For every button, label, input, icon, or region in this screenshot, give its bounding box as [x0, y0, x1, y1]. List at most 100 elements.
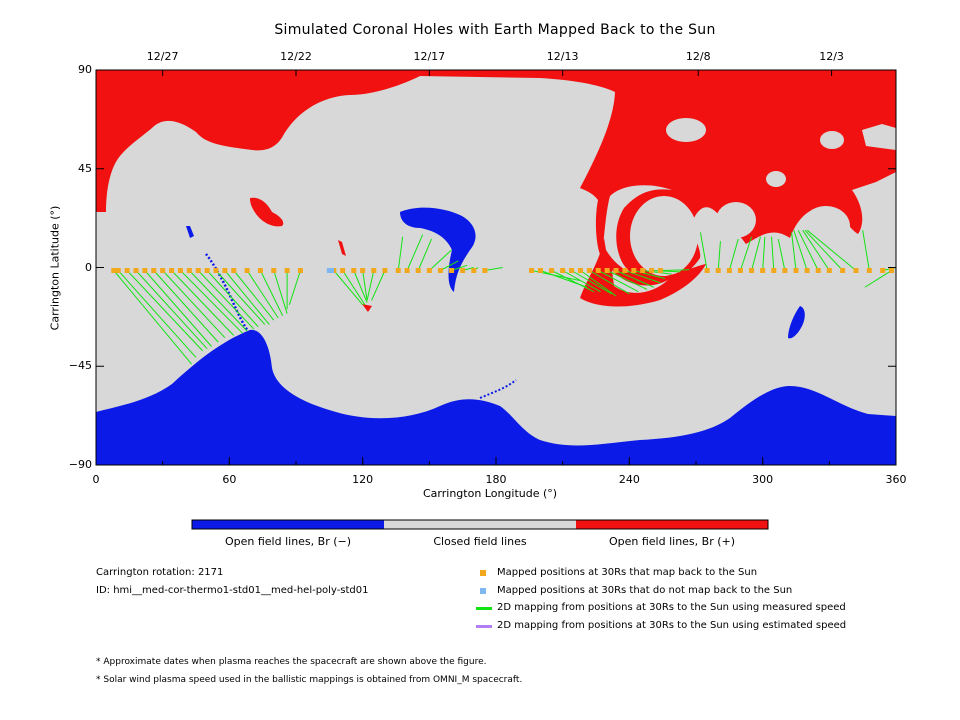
mapping-line [188, 270, 248, 332]
mapped-position-point [271, 268, 277, 273]
x-axis-label: Carrington Longitude (°) [423, 487, 558, 500]
negative-patch [788, 306, 805, 339]
positive-patch [338, 240, 346, 256]
negative-equatorial-hole [400, 207, 476, 292]
mapped-position-point [415, 268, 421, 273]
positive-patch [362, 304, 372, 312]
footnote-dates: * Approximate dates when plasma reaches … [96, 657, 487, 667]
mapping-line [428, 249, 452, 271]
colorbar-label-closed: Closed field lines [433, 535, 527, 548]
mapping-line [259, 270, 284, 316]
date-label: 12/27 [146, 50, 179, 63]
measured-line-key [476, 607, 492, 610]
mapped-position-point [760, 268, 766, 273]
mapped-position-point [826, 268, 832, 273]
mapping-line [642, 270, 672, 275]
x-tick-label: 180 [485, 473, 507, 486]
mapping-line [651, 270, 681, 273]
mapped-position-point [133, 268, 139, 273]
carrington-rotation: Carrington rotation: 2171 [96, 567, 224, 578]
date-label: 12/8 [685, 50, 711, 63]
date-label: 12/22 [280, 50, 312, 63]
mapped-position-point [569, 268, 575, 273]
mapping-line [353, 270, 368, 303]
mapped-position-point [437, 268, 443, 273]
mapping-line [273, 270, 288, 314]
mapped-position-point [549, 268, 555, 273]
mapping-line [215, 270, 266, 325]
mapped-position-point [371, 268, 377, 273]
mapped-position-point [382, 268, 388, 273]
colorbar-frame [191, 519, 769, 530]
positive-equatorial-hole [580, 238, 706, 307]
mapped-marker-key [480, 570, 486, 576]
mapping-line [660, 269, 690, 271]
colorbar-label-positive: Open field lines, Br (+) [608, 535, 736, 548]
mapped-position-point [604, 268, 610, 273]
mapped-position-point [340, 268, 346, 273]
y-tick-label: 0 [85, 260, 92, 274]
mapped-position-point [351, 268, 357, 273]
mapping-line [597, 270, 639, 293]
mapping-line [113, 270, 192, 365]
mapped-position-point [715, 268, 721, 273]
date-label: 12/3 [819, 50, 844, 63]
mapping-line [397, 236, 404, 271]
mapping-line [777, 238, 786, 271]
closed-bubble [630, 196, 698, 276]
mapping-line [606, 270, 648, 290]
mapped-position-point [595, 268, 601, 273]
colorbar-open-positive [576, 520, 768, 529]
mapping-line [162, 270, 226, 339]
mapping-line [791, 232, 797, 271]
mapped-position-point [186, 268, 192, 273]
negative-field-strand [205, 253, 252, 335]
mapping-line [864, 270, 892, 288]
mapped-position-point [613, 268, 619, 273]
colorbar-label-negative: Open field lines, Br (−) [224, 535, 352, 548]
mapping-line [206, 270, 259, 328]
mapped-position-point [804, 268, 810, 273]
mapping-line [862, 230, 870, 271]
closed-bubble [716, 202, 756, 238]
mapping-line [589, 270, 630, 295]
mapping-line [180, 270, 244, 334]
y-tick-label: 90 [78, 63, 92, 76]
mapped-position-point [404, 268, 410, 273]
estimated-line-key [476, 625, 492, 628]
mapped-position-point [297, 268, 303, 273]
y-tick-label: −90 [68, 458, 92, 471]
mapped-position-point [815, 268, 821, 273]
colorbar [191, 519, 769, 530]
date-label: 12/17 [413, 50, 446, 63]
y-tick-label: −45 [68, 359, 92, 373]
mapped-position-point [529, 268, 535, 273]
mapping-line [739, 236, 753, 271]
positive-patch [250, 197, 284, 227]
mapped-position-point [622, 268, 628, 273]
mapping-line [624, 270, 661, 284]
mapping-line [366, 270, 375, 301]
closed-bubble [666, 118, 706, 142]
mapped-position-point [231, 268, 237, 273]
legend-estimated: 2D mapping from positions at 30Rs to the… [497, 620, 847, 631]
mapping-line [562, 270, 601, 293]
y-axis-label: Carrington Latitude (°) [48, 205, 62, 331]
mapped-position-point [640, 268, 646, 273]
negative-field-strand [479, 379, 517, 399]
negative-patch [186, 226, 194, 238]
mapped-position-point [142, 268, 148, 273]
mapped-position-point [151, 268, 157, 273]
x-tick-label: 120 [352, 473, 374, 486]
axis-ticks [95, 69, 897, 466]
not-mapped-marker-key [480, 588, 486, 594]
mapping-line [126, 270, 204, 352]
mapping-line [117, 270, 197, 358]
mapped-position-point [111, 268, 117, 273]
mapping-line [802, 229, 830, 271]
mapped-position-point [204, 268, 210, 273]
mapping-line [224, 270, 270, 325]
mapping-line [406, 234, 424, 271]
mapping-line [153, 270, 219, 343]
legend-not-mapped: Mapped positions at 30Rs that do not map… [497, 585, 793, 596]
